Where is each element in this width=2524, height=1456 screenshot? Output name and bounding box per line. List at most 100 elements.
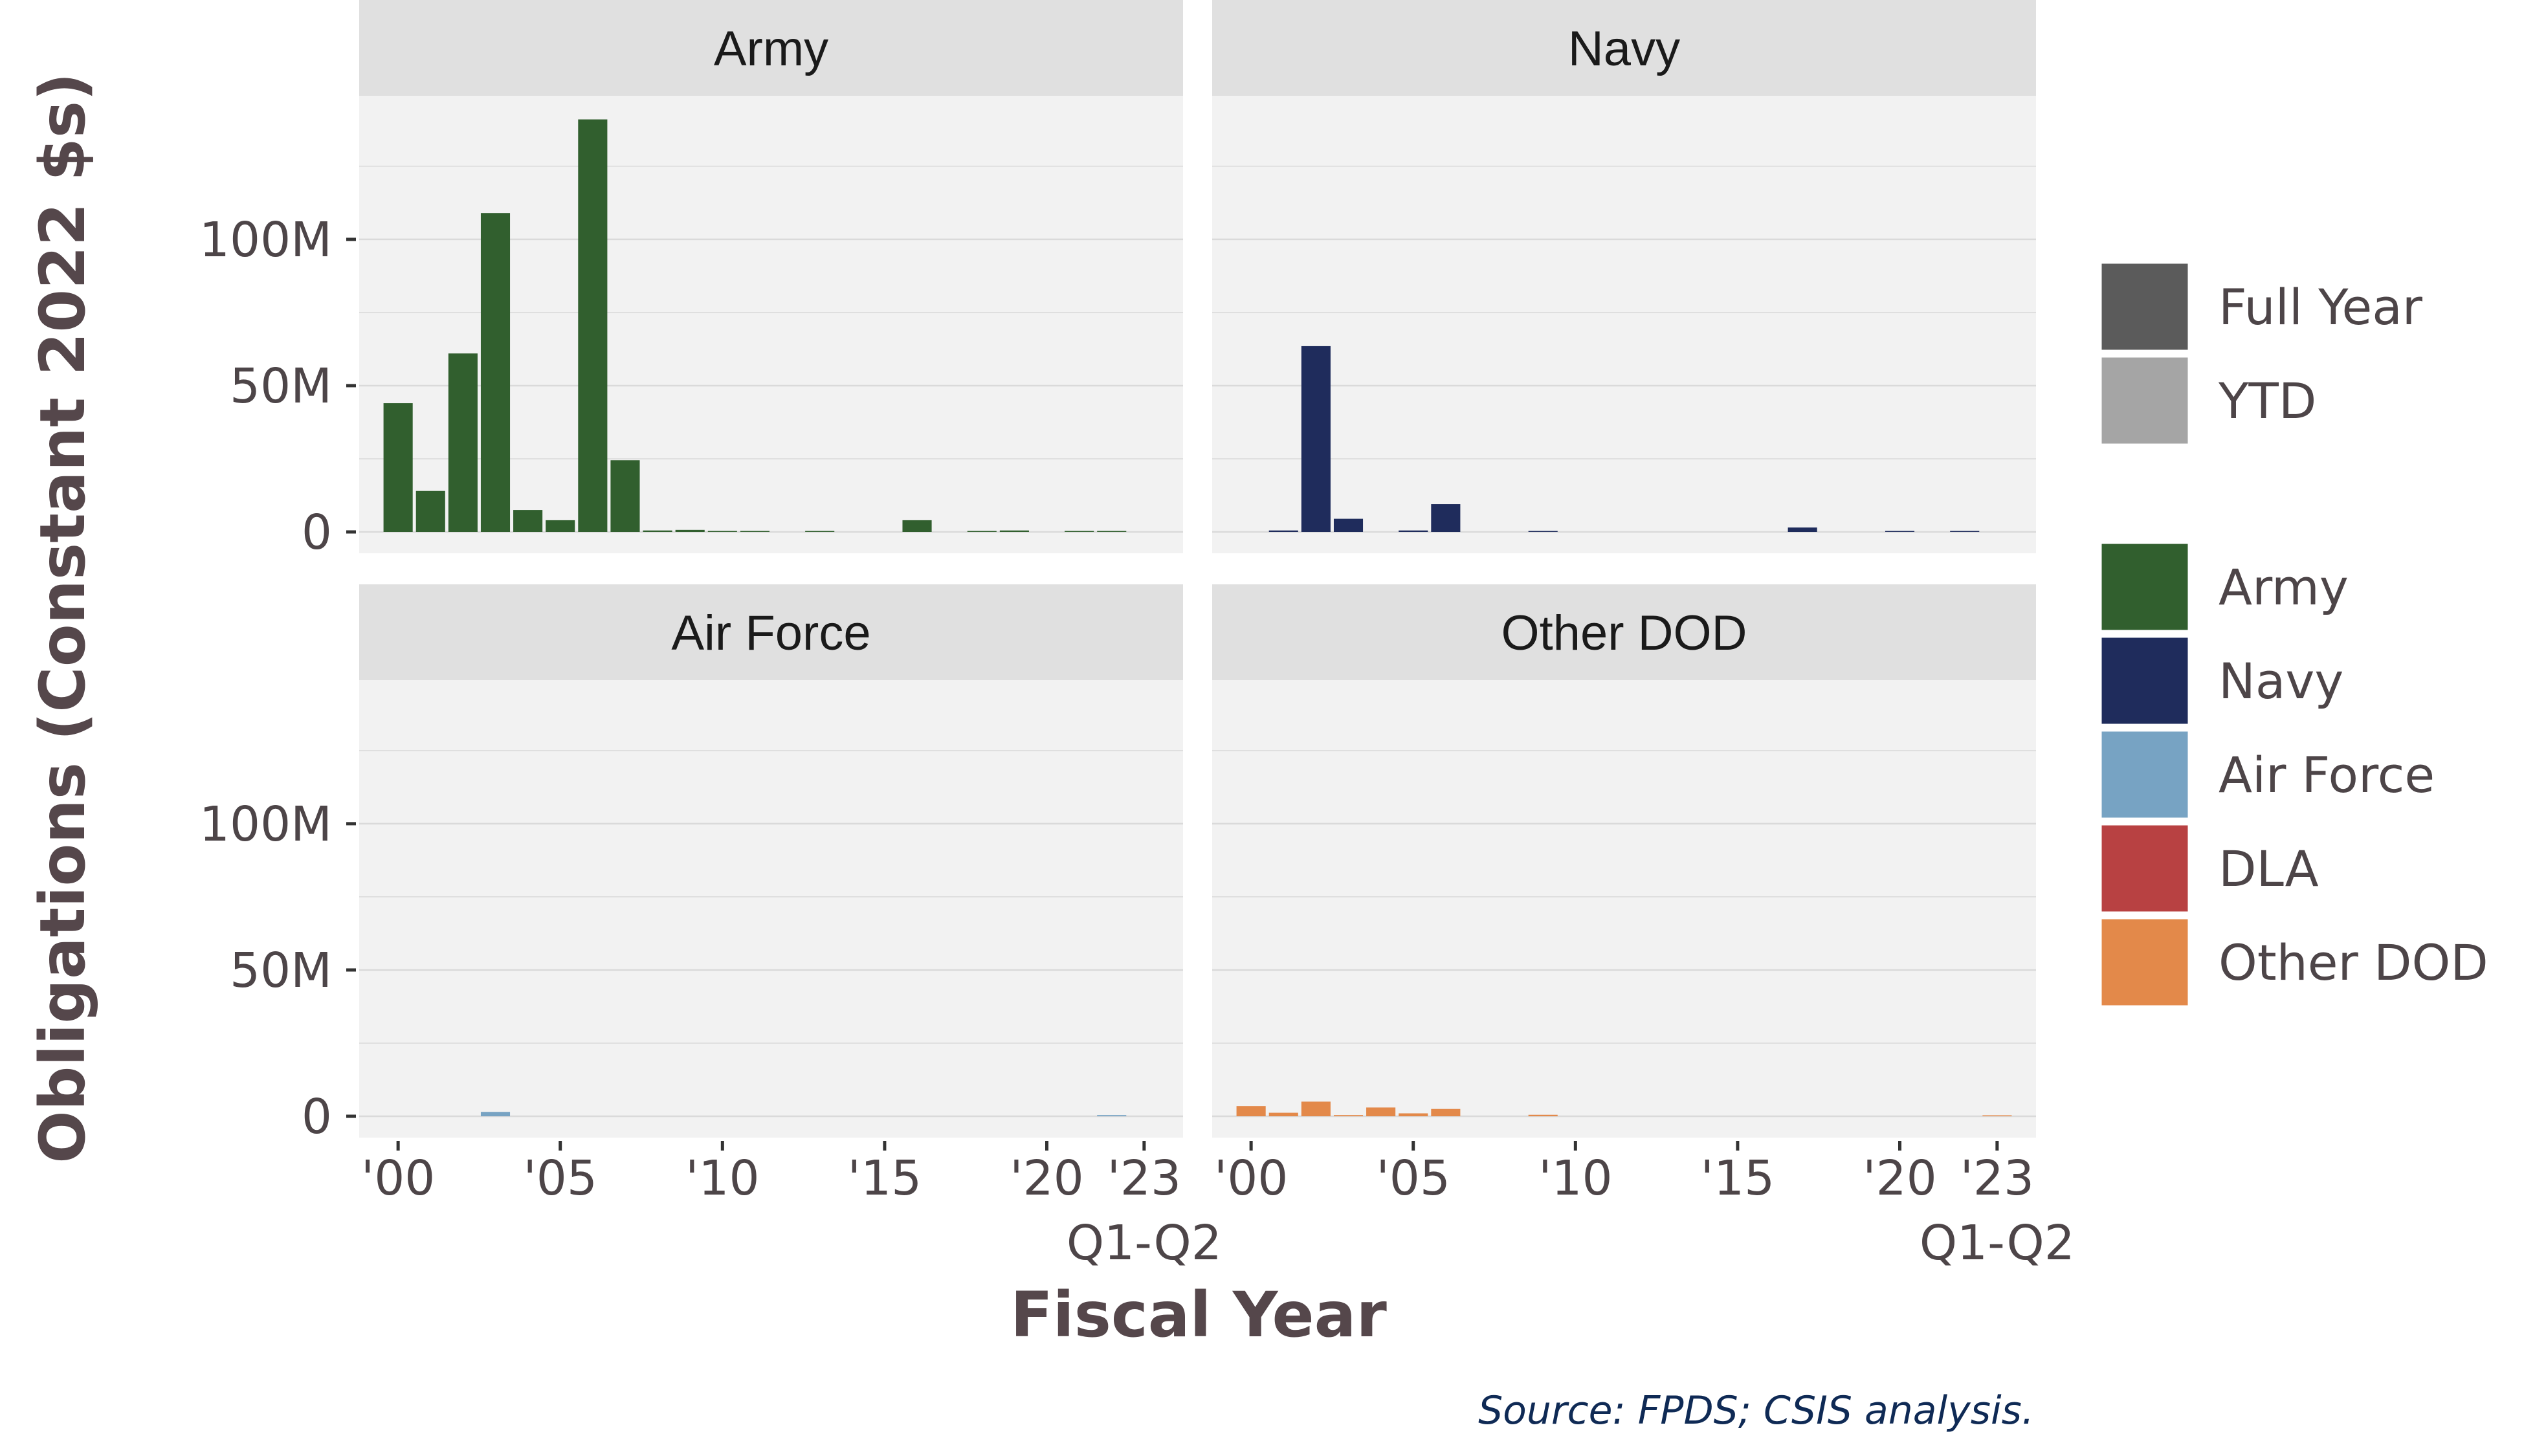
bar-navy-2003 [1333,518,1364,532]
x-tick-label: '20 [1863,1151,1937,1206]
bar-army-2001 [415,491,445,532]
bar-navy-2006 [1431,504,1461,532]
plot-background [1212,96,2036,553]
y-axis-title: Obligations (Constant 2022 $s) [27,72,99,1164]
facet-strip-title: Army [714,21,828,76]
bar-army-2019 [999,530,1029,532]
legend-item-navy: Navy [2098,634,2343,727]
legend-item-other-dod: Other DOD [2098,916,2488,1009]
x-tick-label: '05 [1376,1151,1450,1206]
facet-panel-army: Army 0 50M 100M [199,0,1183,560]
facet-strip [1212,584,2036,680]
bar-other-dod-2004 [1366,1107,1396,1116]
bar-navy-2002 [1301,346,1331,532]
bar-other-dod-2006 [1431,1109,1461,1116]
bar-army-2000 [383,403,413,532]
bar-army-2009 [675,529,705,532]
legend-swatch [2098,822,2191,915]
x-tick-label: '15 [848,1151,922,1206]
bar-army-2016 [902,520,932,532]
legend-label: Navy [2219,652,2343,710]
bar-army-2010 [707,531,737,532]
plot-background [359,680,1183,1138]
bar-other-dod-2001 [1268,1112,1298,1116]
x-tick-sublabel: Q1-Q2 [1067,1215,1222,1271]
y-tick-label: 100M [199,212,332,268]
x-tick-label: '23 [1107,1151,1182,1206]
legend-item-ytd: YTD [2098,354,2316,447]
bar-army-2003 [480,213,511,532]
legend-swatch [2098,354,2191,447]
legend-item-dla: DLA [2098,822,2319,915]
bar-navy-2001 [1268,530,1298,532]
bar-navy-2017 [1788,527,1817,532]
legend-label: Air Force [2219,746,2435,804]
bar-army-2021 [1065,531,1094,532]
bar-army-2007 [610,460,640,532]
source-caption: Source: FPDS; CSIS analysis. [1478,1388,2034,1433]
bar-army-2002 [448,353,478,532]
x-tick-label: '00 [1214,1151,1289,1206]
legend-swatch [2098,634,2191,727]
facet-panels: Army 0 50M 100M Navy Air Force 0 50M 100M '00 '05 '… [199,0,2075,1271]
bar-other-dod-2005 [1399,1113,1428,1116]
x-tick-label: '05 [523,1151,597,1206]
bar-army-2004 [513,510,543,532]
x-tick-label: '00 [361,1151,436,1206]
bar-army-2006 [578,119,608,533]
x-tick-label: '15 [1701,1151,1775,1206]
bar-air-force-2022 [1097,1115,1127,1116]
x-tick-sublabel: Q1-Q2 [1920,1215,2075,1271]
facet-strip-title: Air Force [671,606,870,661]
facet-strip [359,0,1183,96]
bar-other-dod-2023 [1982,1115,2012,1116]
legend-label: DLA [2219,840,2319,898]
y-tick-label: 0 [302,505,332,560]
facet-strip-title: Other DOD [1501,606,1747,661]
x-tick-label: '10 [1538,1151,1613,1206]
bar-other-dod-2003 [1333,1115,1364,1116]
x-tick-label: '23 [1960,1151,2035,1206]
legend-item-army: Army [2098,540,2349,634]
x-tick-label: '20 [1010,1151,1084,1206]
legend-swatch [2098,260,2191,353]
facet-panel-navy: Navy [1212,0,2036,553]
facet-strip-title: Navy [1568,21,1680,76]
y-tick-label: 50M [230,943,332,998]
bar-air-force-2003 [480,1112,511,1116]
bar-army-2008 [643,530,672,532]
legend-label: Other DOD [2219,934,2488,991]
facet-panel-air-force: Air Force 0 50M 100M '00 '05 '10 '15 '20 '23 Q1-Q2 [199,584,1222,1271]
legend: Full Year YTD Army Navy Air Force DLA Other DO… [2098,260,2488,1009]
bar-army-2018 [967,531,997,532]
legend-label: Army [2219,558,2349,616]
y-tick-label: 0 [302,1089,332,1145]
bar-other-dod-2000 [1236,1106,1266,1116]
bar-navy-2022 [1950,531,1980,532]
legend-swatch [2098,540,2191,634]
bar-army-2011 [740,531,769,532]
facet-strip [1212,0,2036,96]
bar-navy-2009 [1528,531,1558,532]
legend-item-full-year: Full Year [2098,260,2423,353]
bar-other-dod-2002 [1301,1101,1331,1116]
y-tick-label: 50M [230,358,332,414]
bar-army-2013 [805,531,835,532]
bar-army-2022 [1097,531,1127,532]
bar-navy-2020 [1885,531,1915,532]
plot-background [1212,680,2036,1138]
facet-strip [359,584,1183,680]
legend-swatch [2098,728,2191,821]
legend-label: YTD [2218,372,2316,430]
legend-swatch [2098,916,2191,1009]
legend-label: Full Year [2219,278,2423,336]
x-tick-label: '10 [685,1151,760,1206]
bar-army-2005 [546,520,575,532]
x-axis-title: Fiscal Year [1010,1279,1387,1351]
bar-navy-2005 [1399,530,1428,532]
y-tick-label: 100M [199,797,332,852]
bar-other-dod-2009 [1528,1114,1558,1116]
legend-item-air-force: Air Force [2098,728,2435,821]
facet-panel-other-dod: Other DOD '00 '05 '10 '15 '20 '23 Q1-Q2 [1212,584,2075,1271]
